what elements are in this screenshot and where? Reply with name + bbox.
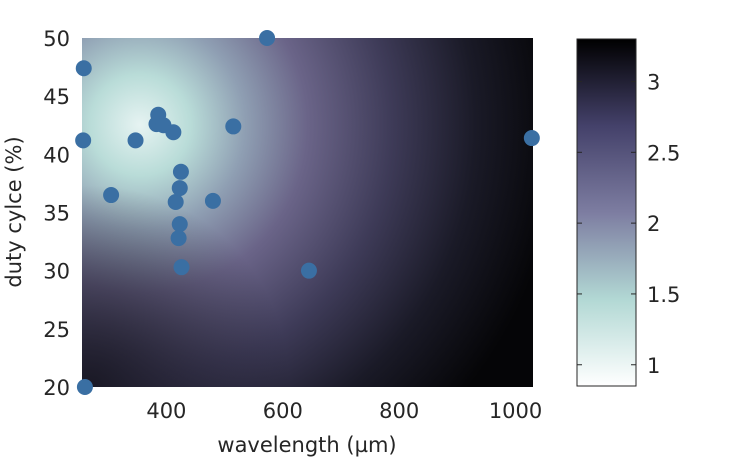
y-tick-label: 40 bbox=[43, 143, 70, 167]
data-point bbox=[76, 379, 93, 395]
data-point bbox=[103, 187, 120, 204]
heatmap-background bbox=[82, 38, 533, 387]
y-axis-ticks: 20 25 30 35 40 45 50 bbox=[43, 27, 70, 400]
data-point bbox=[300, 262, 317, 279]
scatter-points bbox=[75, 30, 540, 395]
y-tick-label: 50 bbox=[43, 27, 70, 51]
colorbar-tick-label: 1.5 bbox=[647, 283, 680, 307]
colorbar-gradient bbox=[576, 38, 637, 387]
x-tick-label: 800 bbox=[379, 399, 419, 423]
y-tick-label: 45 bbox=[43, 85, 70, 109]
data-point bbox=[259, 30, 276, 46]
y-tick-label: 20 bbox=[43, 376, 70, 400]
x-axis-label: wavelength (µm) bbox=[217, 433, 396, 457]
data-point bbox=[170, 230, 187, 247]
colorbar-tick-label: 2 bbox=[647, 212, 660, 236]
data-point bbox=[173, 259, 190, 276]
y-tick-label: 25 bbox=[43, 318, 70, 342]
data-point bbox=[127, 132, 144, 149]
data-point bbox=[165, 124, 182, 141]
colorbar-tick-label: 3 bbox=[647, 70, 660, 94]
heatmap-dark-corner bbox=[82, 38, 533, 387]
data-point bbox=[523, 130, 540, 147]
x-axis-ticks: 400 600 800 1000 bbox=[146, 399, 542, 423]
x-tick-label: 400 bbox=[146, 399, 186, 423]
data-point bbox=[171, 180, 188, 197]
colorbar-tick-label: 1 bbox=[647, 354, 660, 378]
colorbar-ticks: 1 1.5 2 2.5 3 bbox=[577, 70, 680, 378]
data-point bbox=[167, 194, 184, 211]
y-axis-label: duty cylce (%) bbox=[2, 136, 26, 287]
colorbar: 1 1.5 2 2.5 3 bbox=[576, 38, 680, 387]
data-point bbox=[172, 163, 189, 180]
y-tick-label: 35 bbox=[43, 202, 70, 226]
data-point bbox=[225, 118, 242, 135]
data-point bbox=[75, 60, 92, 77]
x-tick-label: 600 bbox=[263, 399, 303, 423]
data-point bbox=[204, 192, 221, 209]
data-point bbox=[75, 132, 92, 149]
y-tick-label: 30 bbox=[43, 260, 70, 284]
x-tick-label: 1000 bbox=[489, 399, 542, 423]
colorbar-tick-label: 2.5 bbox=[647, 141, 680, 165]
data-point bbox=[171, 216, 188, 233]
